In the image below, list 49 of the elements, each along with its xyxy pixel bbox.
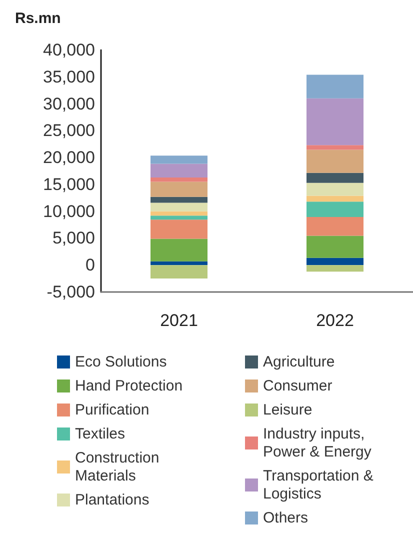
bar [306,236,364,258]
bar [306,74,364,98]
bar [150,211,208,216]
bar [306,98,364,146]
legend-label: Eco Solutions [75,354,167,370]
bar [306,258,364,266]
bar [306,202,364,217]
y-tick-label: 35,000 [43,67,95,86]
legend-label: Transportation & Logistics [263,468,378,502]
legend-label: Plantations [75,492,150,508]
y-tick-label: -5,000 [46,282,95,302]
y-tick-label: 25,000 [43,121,95,140]
bar [306,196,364,202]
bar [150,202,208,212]
bar [150,164,208,178]
bar [306,172,364,183]
bar [150,265,208,279]
legend-label: Purification [75,402,150,418]
legend-label: Agriculture [263,354,335,370]
bar [150,216,208,220]
y-tick-label: 30,000 [43,94,95,114]
x-tick-label: 2022 [316,311,354,330]
y-tick-label: 20,000 [43,148,95,168]
legend-label: Industry inputs, Power & Energy [263,426,372,460]
legend-label: Others [263,510,308,526]
y-tick-label: 40,000 [43,40,95,60]
bar [306,265,364,272]
legend-label: Textiles [75,426,126,442]
legend-label: Leisure [263,402,312,418]
legend-label: Construction Materials [75,450,164,484]
bar [150,238,208,262]
bar [306,182,364,196]
bar [306,145,364,150]
bar [306,150,364,173]
bar [150,156,208,164]
bar [306,216,364,236]
legend-label: Hand Protection [75,378,183,394]
bar [150,177,208,182]
y-tick-label: 10,000 [43,202,95,221]
bar [150,182,208,197]
bar [150,261,208,266]
x-tick-label: 2021 [160,311,198,330]
y-tick-label: 15,000 [43,174,95,194]
y-tick-label: 5,000 [52,228,95,248]
legend-label: Consumer [263,378,332,394]
y-tick-label: 0 [86,256,95,275]
bar [150,220,208,239]
bar [150,196,208,203]
y-axis-title: Rs.mn [15,10,61,27]
